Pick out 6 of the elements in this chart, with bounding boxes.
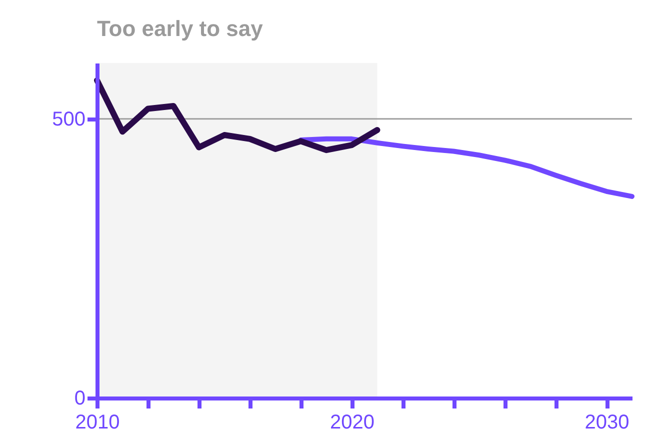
- x-tick-label: 2030: [584, 412, 630, 434]
- y-tick-label: 500: [52, 108, 86, 130]
- x-tick-label: 2010: [75, 412, 120, 434]
- x-tick-label: 2020: [330, 412, 375, 434]
- chart-title: Too early to say: [97, 16, 264, 41]
- y-tick-label: 0: [74, 388, 86, 410]
